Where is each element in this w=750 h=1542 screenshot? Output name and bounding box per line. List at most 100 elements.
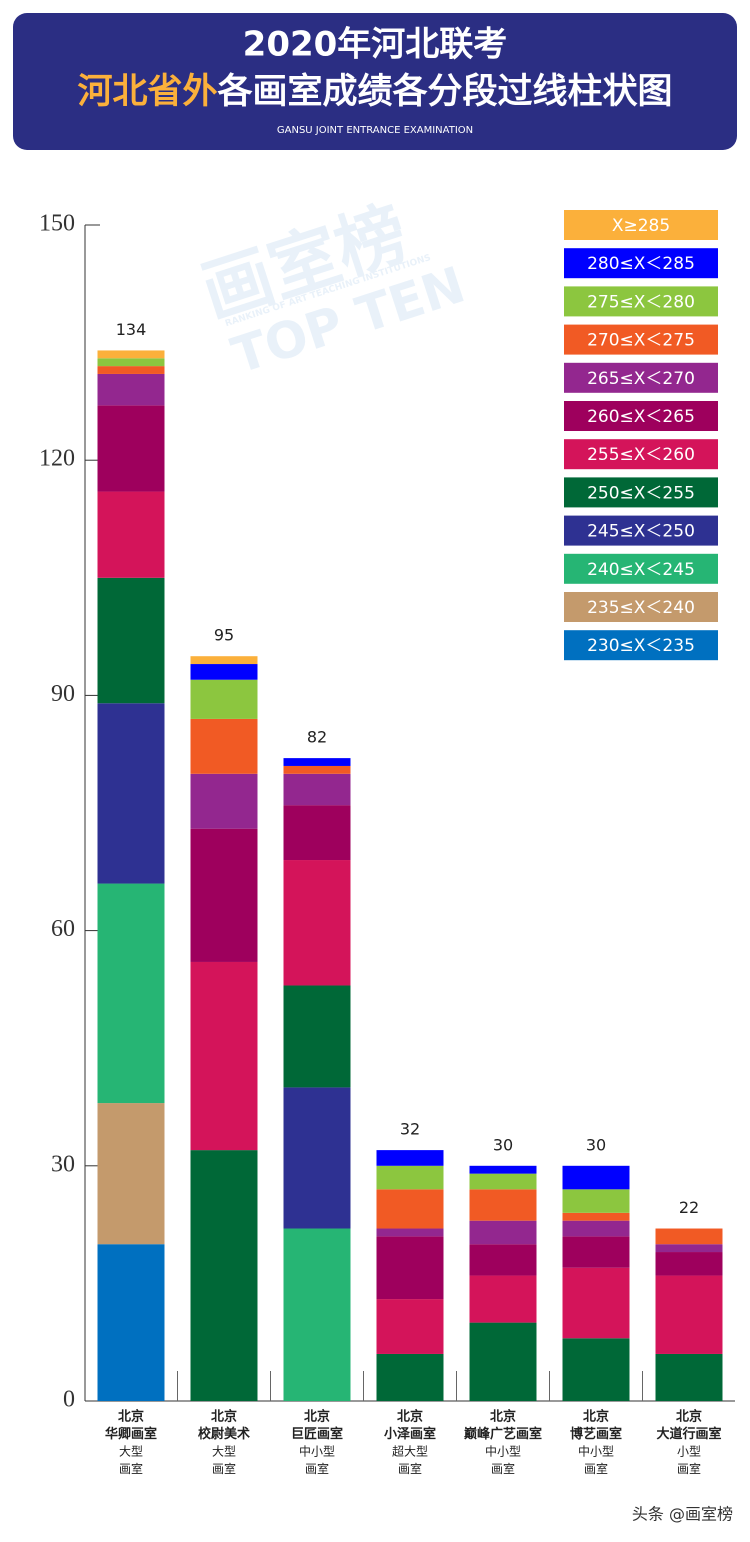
bar-segment [376, 1236, 444, 1300]
x-tick-label: 画室 [212, 1461, 236, 1476]
legend-label: 245≤X＜250 [587, 522, 695, 542]
x-tick-label: 北京 [490, 1409, 516, 1425]
bar-segment [283, 765, 351, 774]
x-tick-label: 画室 [119, 1461, 143, 1476]
bar-segment [655, 1353, 723, 1401]
x-tick-label: 中小型 [485, 1444, 521, 1459]
bar-segment [655, 1244, 723, 1253]
legend-label: 260≤X＜265 [587, 407, 695, 427]
y-tick-label: 90 [51, 681, 75, 707]
legend-label: 250≤X＜255 [587, 483, 695, 503]
x-tick-label: 中小型 [578, 1444, 614, 1459]
total-label: 32 [400, 1120, 420, 1139]
x-tick-label: 大型 [119, 1445, 143, 1459]
legend-swatch [564, 553, 718, 584]
bar-segment [562, 1220, 630, 1237]
bar-segment [283, 1228, 351, 1401]
x-tick-label: 北京 [397, 1409, 423, 1425]
bar-segment [97, 366, 165, 374]
x-tick-label: 北京 [118, 1409, 144, 1425]
y-tick-label: 0 [63, 1387, 75, 1413]
legend-label: 275≤X＜280 [587, 292, 695, 312]
legend-swatch [564, 286, 718, 317]
bar-segment [469, 1220, 537, 1245]
bar-segment [655, 1275, 723, 1354]
bar-segment [97, 491, 165, 578]
bar-segment [190, 961, 258, 1151]
bar-segment [97, 373, 165, 406]
x-tick-label: 大道行画室 [656, 1426, 721, 1442]
x-tick-label: 小型 [677, 1445, 701, 1459]
bar-segment [562, 1165, 630, 1190]
x-tick-label: 华卿画室 [105, 1426, 157, 1442]
x-tick-label: 画室 [491, 1461, 515, 1476]
bar-segment [190, 718, 258, 774]
bar-segment [97, 350, 165, 359]
x-tick-label: 大型 [212, 1445, 236, 1459]
bar-segment [562, 1267, 630, 1339]
x-tick-label: 画室 [398, 1461, 422, 1476]
x-tick-label: 博艺画室 [570, 1426, 622, 1442]
bar-segment [283, 758, 351, 766]
bar-segment [190, 679, 258, 719]
legend-swatch [564, 439, 718, 470]
legend-swatch [564, 210, 718, 240]
chart-title: 2020年河北联考 [243, 25, 508, 65]
bar-segment [376, 1353, 444, 1401]
bar-segment [469, 1189, 537, 1221]
x-tick-label: 北京 [304, 1409, 330, 1425]
bar-segment [283, 805, 351, 861]
x-tick-label: 巨匠画室 [291, 1426, 343, 1442]
bar-segment [655, 1228, 723, 1245]
bar-segment [283, 860, 351, 986]
bar-segment [190, 773, 258, 829]
bar-segment [97, 405, 165, 492]
legend-swatch [564, 362, 718, 393]
x-tick-label: 画室 [584, 1461, 608, 1476]
bar-segment [469, 1173, 537, 1190]
bar-segment [469, 1244, 537, 1276]
bar-segment [562, 1338, 630, 1401]
legend-swatch [564, 592, 718, 622]
bar-segment [190, 1150, 258, 1401]
legend-swatch [564, 248, 718, 279]
bar-segment [97, 358, 165, 367]
legend-swatch [564, 401, 718, 431]
total-label: 82 [307, 728, 327, 747]
x-tick-label: 北京 [583, 1409, 609, 1425]
bar-segment [97, 883, 165, 1104]
legend-label: 230≤X＜235 [587, 636, 695, 656]
legend-swatch [564, 515, 718, 546]
legend-label: 280≤X＜285 [587, 254, 695, 274]
x-tick-label: 北京 [676, 1409, 702, 1425]
bar-segment [97, 1244, 165, 1401]
x-tick-label: 校尉美术 [198, 1426, 250, 1442]
legend-swatch [564, 630, 718, 661]
credit: 头条 @画室榜 [632, 1505, 733, 1524]
bar-segment [97, 577, 165, 704]
legend-label: 265≤X＜270 [587, 369, 695, 389]
bar-segment [190, 828, 258, 962]
x-tick-label: 北京 [211, 1409, 237, 1425]
bar-segment [469, 1275, 537, 1323]
x-tick-label: 画室 [677, 1461, 701, 1476]
bar-segment [190, 664, 258, 680]
watermark: 画室榜 TOP TEN RANKING OF ART TEACHING INST… [192, 192, 472, 386]
bar-segment [376, 1150, 444, 1166]
x-tick-label: 小泽画室 [384, 1426, 436, 1442]
bar-segment [376, 1299, 444, 1354]
bar-segment [655, 1252, 723, 1276]
y-tick-label: 60 [51, 916, 75, 942]
bar-segment [97, 703, 165, 884]
subtitle-text: 各画室成绩各分段过线柱状图 [217, 71, 673, 112]
legend-label: 255≤X＜260 [587, 445, 695, 465]
y-tick-label: 150 [39, 211, 75, 237]
total-label: 134 [116, 320, 147, 339]
chart-subtitle: 河北省外各画室成绩各分段过线柱状图 [77, 71, 672, 112]
legend-label: 240≤X＜245 [587, 560, 695, 580]
x-tick-label: 超大型 [392, 1444, 428, 1459]
bar-segment [469, 1165, 537, 1174]
bar-segment [562, 1236, 630, 1268]
legend-swatch [564, 324, 718, 355]
